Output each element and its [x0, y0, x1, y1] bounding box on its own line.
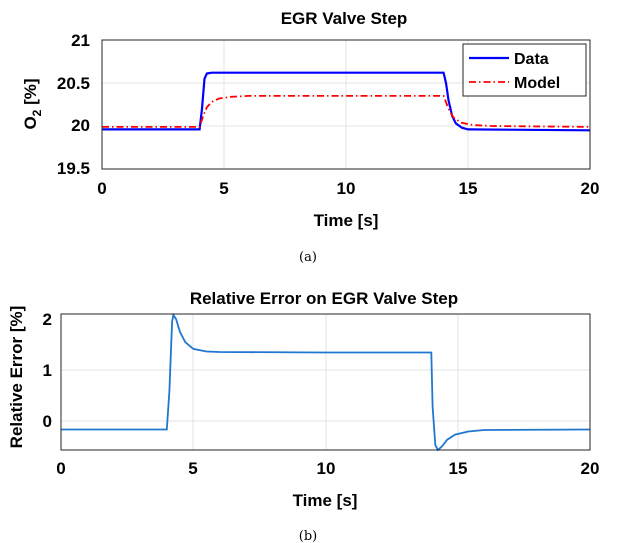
chart-b-series-relative-error-line [61, 312, 591, 452]
legend-label-model: Model [514, 75, 560, 92]
chart-a: EGR Valve Step 19.5 20 20.5 21 0 5 10 15… [21, 9, 599, 265]
chart-a-xtick-5: 5 [219, 179, 228, 198]
chart-a-ytick-19.5: 19.5 [57, 159, 90, 178]
chart-a-xlabel: Time [s] [314, 211, 379, 230]
chart-b: Relative Error on EGR Valve Step 0 1 2 0… [7, 289, 599, 543]
chart-b-ytick-2: 2 [43, 310, 52, 329]
chart-a-xtick-10: 10 [337, 179, 356, 198]
chart-b-xlabel: Time [s] [293, 491, 358, 510]
chart-b-grid [61, 314, 590, 450]
chart-a-ylabel: O2 [%] [21, 78, 44, 129]
chart-b-title: Relative Error on EGR Valve Step [190, 289, 458, 308]
chart-a-legend-box [462, 43, 587, 97]
chart-b-xtick-0: 0 [56, 459, 65, 478]
chart-b-xtick-20: 20 [581, 459, 600, 478]
chart-a-ytick-20.5: 20.5 [57, 74, 90, 93]
chart-a-ytick-20: 20 [71, 116, 90, 135]
chart-a-xtick-15: 15 [459, 179, 478, 198]
chart-b-xtick-15: 15 [449, 459, 468, 478]
chart-b-xtick-5: 5 [188, 459, 197, 478]
chart-a-plot-frame [101, 39, 591, 170]
chart-a-legend: Data Model [462, 43, 587, 97]
chart-a-caption: (a) [299, 250, 317, 265]
chart-b-ytick-1: 1 [43, 361, 52, 380]
chart-a-ytick-21: 21 [71, 31, 90, 50]
chart-a-title: EGR Valve Step [281, 9, 408, 28]
chart-a-series-data-line [102, 71, 591, 132]
chart-a-xtick-0: 0 [97, 179, 106, 198]
chart-b-xtick-10: 10 [317, 459, 336, 478]
chart-b-ylabel: Relative Error [%] [7, 306, 26, 449]
chart-b-plot-frame [60, 313, 591, 451]
chart-b-caption: (b) [299, 529, 317, 543]
chart-a-series-model-line [102, 95, 591, 128]
chart-a-xtick-20: 20 [581, 179, 600, 198]
chart-b-ytick-0: 0 [43, 412, 52, 431]
legend-label-data: Data [514, 51, 549, 68]
